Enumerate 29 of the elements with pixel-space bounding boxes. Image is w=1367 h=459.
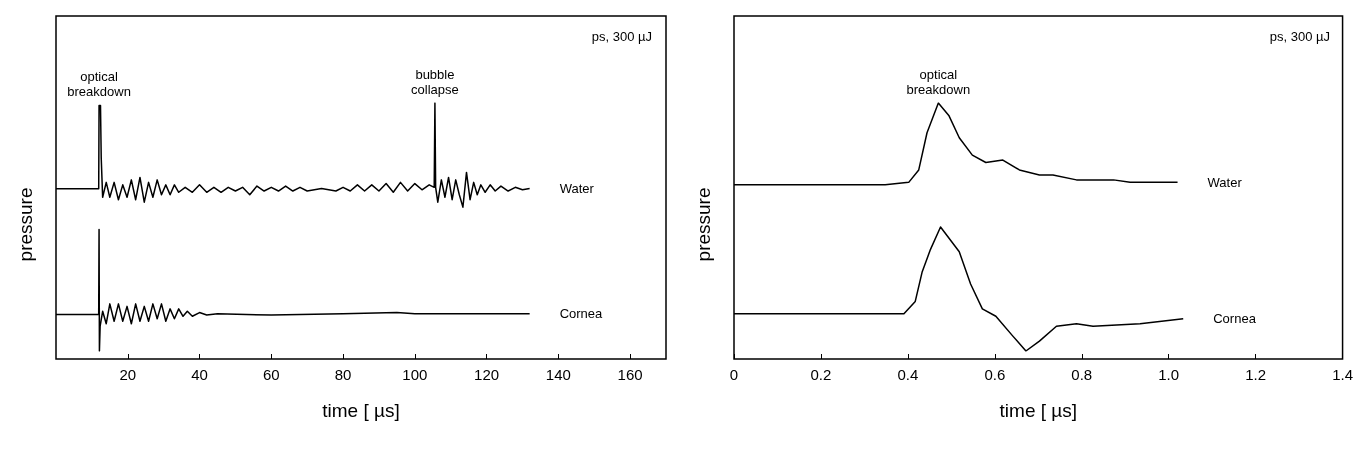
y-axis-title: pressure bbox=[693, 187, 714, 262]
annotation: optical breakdown bbox=[67, 69, 131, 100]
x-tick-label: 0.8 bbox=[1071, 366, 1093, 383]
x-tick-label: 160 bbox=[617, 366, 643, 383]
text: ps, 300 µJ bbox=[591, 29, 652, 44]
x-tick-label: 1.2 bbox=[1245, 366, 1267, 383]
text: Water bbox=[1207, 174, 1243, 190]
y-axis-title: pressure bbox=[15, 187, 36, 262]
text: ps, 300 µJ bbox=[1269, 29, 1330, 44]
x-tick-label: 60 bbox=[262, 366, 280, 383]
x-tick-label: 1.0 bbox=[1158, 366, 1180, 383]
x-tick-label: 0.2 bbox=[810, 366, 832, 383]
x-tick-label: 1.4 bbox=[1332, 366, 1353, 383]
text: Cornea bbox=[1213, 311, 1257, 327]
x-tick-label: 140 bbox=[545, 366, 571, 383]
x-tick-label: 40 bbox=[191, 366, 208, 383]
x-axis-title: time [ µs] bbox=[999, 400, 1078, 421]
text: Cornea bbox=[559, 306, 604, 322]
x-axis-title: time [ µs] bbox=[322, 400, 400, 421]
x-tick-label: 0.4 bbox=[897, 366, 919, 383]
annotation: optical breakdown bbox=[906, 67, 971, 97]
x-tick-label: 80 bbox=[334, 366, 352, 383]
text: Water bbox=[559, 181, 595, 197]
x-tick-label: 0.6 bbox=[984, 366, 1006, 383]
annotation: bubble collapse bbox=[411, 67, 459, 97]
x-tick-label: 100 bbox=[402, 366, 428, 383]
x-tick-label: 0 bbox=[729, 366, 739, 383]
x-tick-label: 20 bbox=[119, 366, 137, 383]
x-tick-label: 120 bbox=[474, 366, 500, 383]
